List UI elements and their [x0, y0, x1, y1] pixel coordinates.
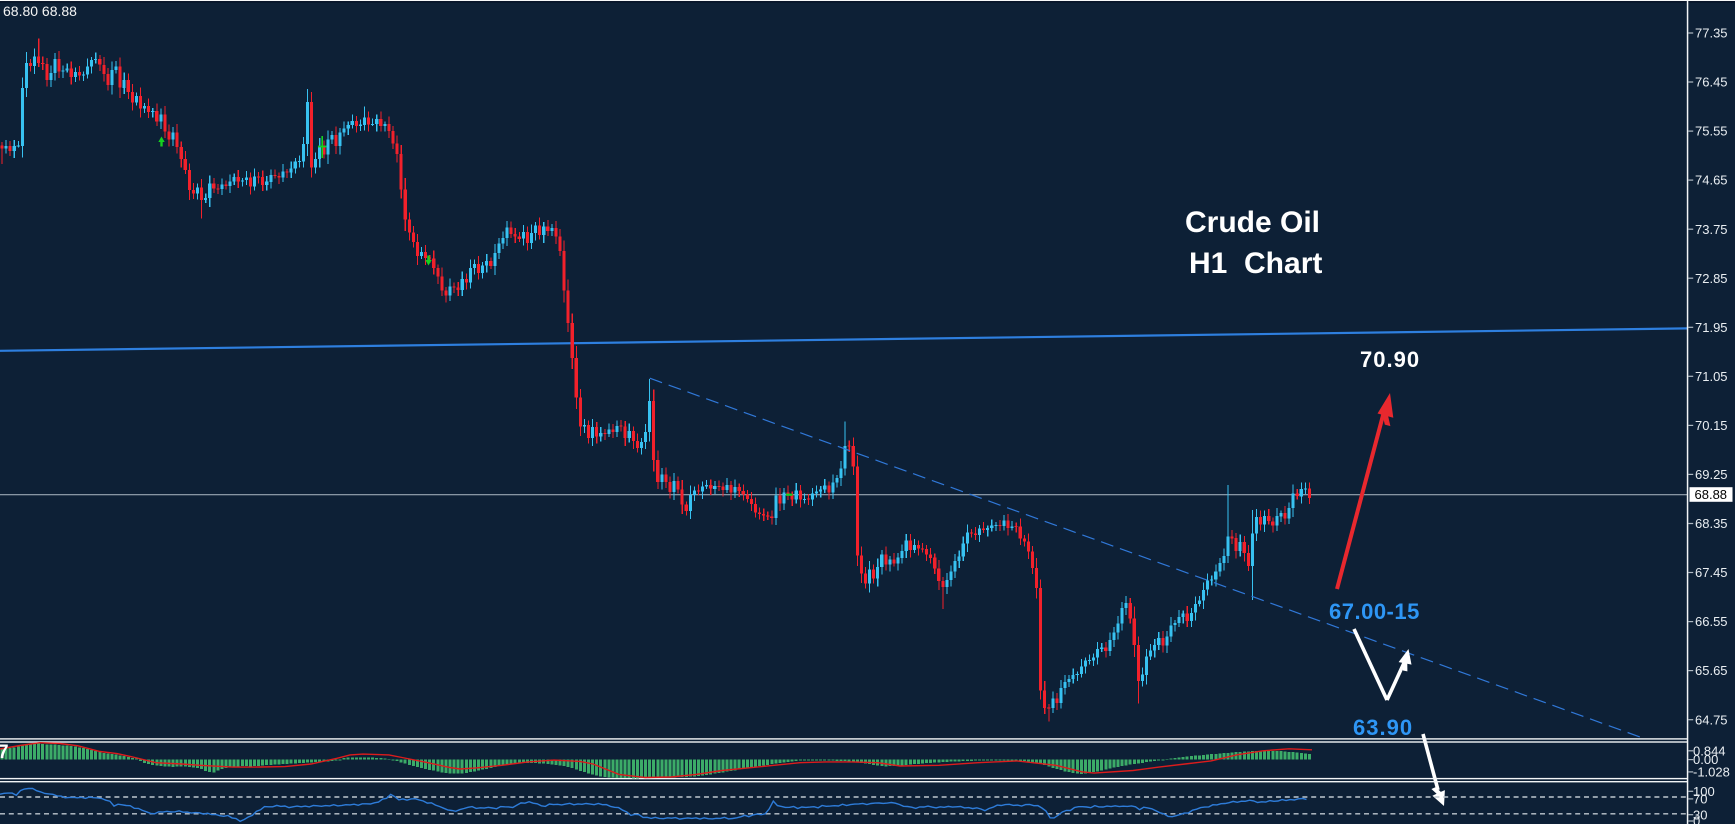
- svg-text:67.00-15: 67.00-15: [1329, 599, 1420, 624]
- svg-text:70.15: 70.15: [1695, 418, 1728, 433]
- svg-text:64.75: 64.75: [1695, 712, 1728, 727]
- svg-text:71.95: 71.95: [1695, 320, 1728, 335]
- svg-text:66.55: 66.55: [1695, 614, 1728, 629]
- svg-text:73.75: 73.75: [1695, 222, 1728, 237]
- svg-text:0.844: 0.844: [1693, 743, 1726, 758]
- svg-text:76.45: 76.45: [1695, 75, 1728, 90]
- svg-text:68.80 68.88: 68.80 68.88: [3, 3, 77, 19]
- svg-text:71.05: 71.05: [1695, 369, 1728, 384]
- svg-text:7: 7: [0, 742, 9, 763]
- svg-text:67.45: 67.45: [1695, 565, 1728, 580]
- svg-text:63.90: 63.90: [1353, 715, 1413, 740]
- svg-text:68.35: 68.35: [1695, 516, 1728, 531]
- svg-text:Crude Oil: Crude Oil: [1185, 206, 1320, 239]
- svg-text:69.25: 69.25: [1695, 467, 1728, 482]
- svg-text:0.00: 0.00: [1693, 752, 1718, 767]
- svg-text:77.35: 77.35: [1695, 26, 1728, 41]
- svg-text:H1 Chart: H1 Chart: [1189, 247, 1322, 280]
- svg-text:68.88: 68.88: [1695, 487, 1728, 502]
- svg-text:70: 70: [1693, 792, 1707, 807]
- svg-text:74.65: 74.65: [1695, 173, 1728, 188]
- svg-text:-1.028: -1.028: [1693, 765, 1730, 780]
- svg-text:100: 100: [1693, 784, 1715, 799]
- svg-text:70.90: 70.90: [1360, 347, 1420, 372]
- svg-text:30: 30: [1693, 807, 1707, 822]
- svg-text:0: 0: [1693, 814, 1700, 824]
- svg-text:75.55: 75.55: [1695, 124, 1728, 139]
- svg-text:65.65: 65.65: [1695, 663, 1728, 678]
- svg-text:72.85: 72.85: [1695, 271, 1728, 286]
